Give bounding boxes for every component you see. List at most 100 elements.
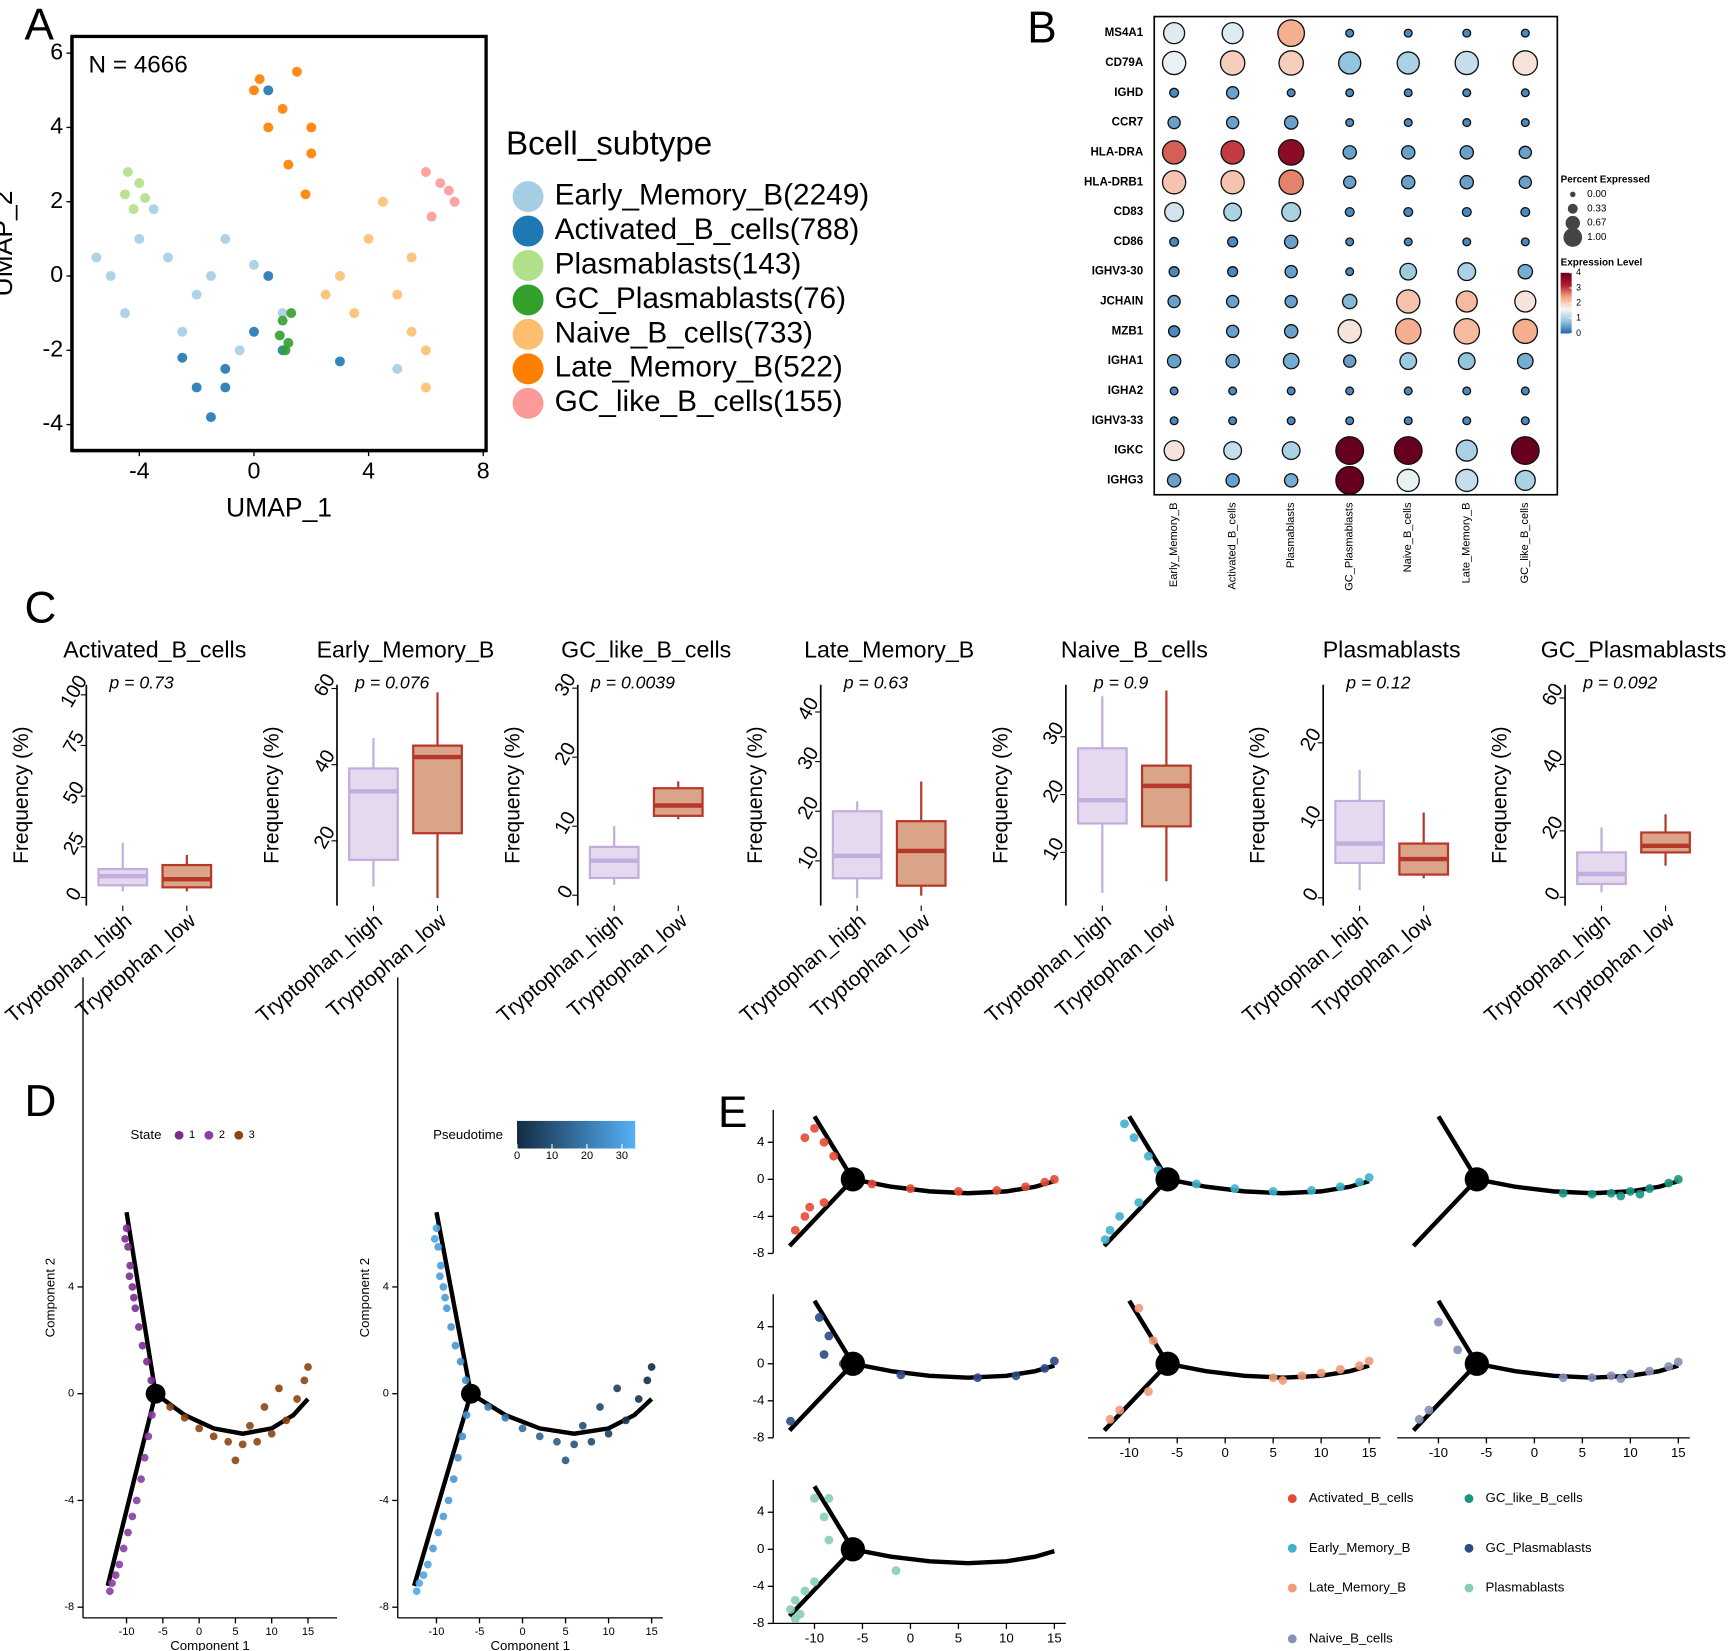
dot xyxy=(1286,416,1296,426)
annotation: p = 0.73 xyxy=(108,672,173,692)
branch-node-label: 1 xyxy=(1163,1170,1172,1189)
dot xyxy=(1281,201,1302,223)
colorbar-label: 10 xyxy=(546,1150,558,1162)
x-tick-label: 10 xyxy=(266,1626,278,1638)
data-point xyxy=(1134,1303,1144,1313)
row-label: CD83 xyxy=(1114,206,1144,218)
x-tick-label: 4 xyxy=(362,457,375,483)
y-tick-label: 20 xyxy=(310,823,340,853)
y-tick-label: 0 xyxy=(1541,884,1566,905)
dot xyxy=(1283,324,1299,339)
x-tick-label: 10 xyxy=(602,1626,614,1638)
data-point xyxy=(144,1432,153,1441)
data-point xyxy=(406,252,417,263)
y-tick-label: 30 xyxy=(1039,718,1069,748)
data-point xyxy=(286,308,297,319)
data-point xyxy=(1040,1177,1050,1187)
y-tick-label: -4 xyxy=(64,1494,74,1506)
data-point xyxy=(1115,1405,1125,1415)
x-tick-label: 0 xyxy=(196,1626,202,1638)
data-point xyxy=(147,1376,156,1385)
data-point xyxy=(195,1424,203,1433)
data-point xyxy=(1316,1368,1326,1378)
data-point xyxy=(1049,1356,1059,1366)
data-point xyxy=(377,196,388,207)
chart-title: Plasmablasts xyxy=(1323,637,1461,663)
dot xyxy=(1514,469,1536,491)
dot xyxy=(1520,416,1530,426)
data-point xyxy=(1587,1189,1597,1199)
y-tick-label: 4 xyxy=(757,1134,764,1149)
data-point xyxy=(1268,1186,1278,1196)
data-point xyxy=(805,1202,815,1212)
dot xyxy=(1345,386,1355,396)
data-point xyxy=(406,326,417,337)
y-tick-label: 20 xyxy=(1296,725,1326,755)
dot xyxy=(1514,290,1537,313)
x-axis-label: UMAP_1 xyxy=(226,493,332,523)
dot xyxy=(1167,325,1181,338)
data-point xyxy=(300,1376,309,1385)
legend-swatch xyxy=(512,318,544,350)
data-point xyxy=(424,1560,432,1569)
y-axis-label: Frequency (%) xyxy=(10,726,33,864)
annotation: p = 0.9 xyxy=(1093,672,1149,692)
data-point xyxy=(1625,1186,1635,1196)
dot xyxy=(1344,206,1355,218)
data-point xyxy=(824,1535,834,1545)
data-point xyxy=(1616,1374,1626,1383)
data-point xyxy=(434,1243,443,1251)
trajectory-backbone xyxy=(154,1391,310,1436)
y-tick-label: -8 xyxy=(379,1601,389,1613)
data-point xyxy=(277,308,288,319)
box xyxy=(1576,851,1627,886)
data-point xyxy=(1120,1119,1129,1129)
branch-node-label: 1 xyxy=(848,1170,857,1189)
panel-label: B xyxy=(1027,4,1056,53)
y-tick-label: -4 xyxy=(43,410,64,436)
data-point xyxy=(1364,1173,1374,1182)
dot xyxy=(1169,87,1180,98)
trajectory-backbone xyxy=(852,1361,1055,1380)
column-label: Early_Memory_B xyxy=(1168,502,1180,587)
y-axis-label: Component 2 xyxy=(357,1258,372,1338)
branch-node xyxy=(1464,1351,1489,1376)
data-point xyxy=(177,352,188,363)
chart-title: Early_Memory_B xyxy=(317,637,495,663)
data-point xyxy=(91,252,102,263)
x-tick-label: 10 xyxy=(999,1631,1014,1646)
data-point xyxy=(1144,1151,1153,1161)
data-point xyxy=(432,1224,441,1233)
data-point xyxy=(166,1403,174,1411)
x-tick-label: 0 xyxy=(1531,1445,1538,1460)
panel-label: E xyxy=(718,1088,747,1137)
dot xyxy=(1453,317,1481,345)
dot xyxy=(1403,386,1413,396)
data-point xyxy=(125,1272,134,1281)
dot xyxy=(1169,236,1180,247)
annotation: p = 0.12 xyxy=(1345,672,1410,692)
size-legend-dot xyxy=(1565,215,1580,231)
data-point xyxy=(392,289,403,300)
y-tick-label: 4 xyxy=(757,1504,764,1519)
y-tick-label: 75 xyxy=(59,727,89,757)
y-tick-label: 0 xyxy=(757,1355,764,1370)
data-point xyxy=(363,233,374,244)
data-point xyxy=(454,1453,462,1462)
data-point xyxy=(439,1283,448,1291)
data-point xyxy=(1115,1211,1125,1221)
dot xyxy=(1516,352,1534,370)
data-point xyxy=(429,1544,437,1553)
data-point xyxy=(126,1261,135,1270)
legend-label: Naive_B_cells(733) xyxy=(555,316,813,349)
data-point xyxy=(790,1595,800,1605)
dot xyxy=(1396,51,1420,75)
data-point xyxy=(334,356,345,367)
dot xyxy=(1284,264,1298,279)
dot xyxy=(1518,175,1533,189)
y-tick-label: 30 xyxy=(550,670,580,700)
x-tick-label: Tryptophan_low xyxy=(72,909,201,1023)
column-label: Activated_B_cells xyxy=(1227,502,1239,590)
legend-swatch xyxy=(512,353,544,385)
